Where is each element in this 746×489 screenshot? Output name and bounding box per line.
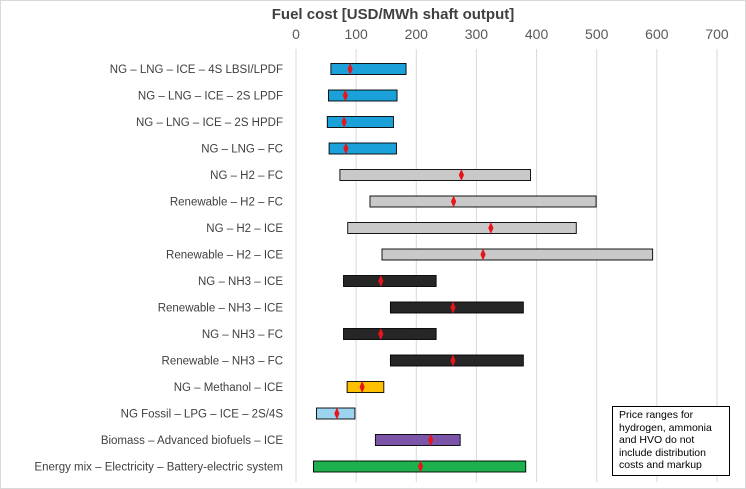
range-bar bbox=[389, 354, 524, 367]
category-label: Renewable – NH3 – FC bbox=[162, 356, 283, 368]
x-tick-labels: 0 100 200 300 400 500 600 700 bbox=[292, 26, 729, 42]
average-marker bbox=[342, 89, 348, 102]
range-bar bbox=[326, 116, 394, 128]
average-marker bbox=[458, 169, 464, 181]
range-bar bbox=[381, 248, 654, 261]
range-bar bbox=[389, 301, 524, 314]
x-tick-label: 700 bbox=[705, 26, 729, 42]
x-tick-label: 400 bbox=[525, 26, 549, 42]
average-marker bbox=[417, 460, 424, 473]
category-label: NG Fossil – LPG – ICE – 2S/4S bbox=[121, 409, 284, 421]
range-bar bbox=[328, 142, 397, 155]
average-markers bbox=[334, 63, 494, 473]
average-marker bbox=[359, 381, 365, 393]
range-bar bbox=[347, 222, 577, 234]
x-tick-label: 0 bbox=[292, 26, 300, 42]
range-bar bbox=[343, 275, 437, 287]
category-label: Renewable – NH3 – ICE bbox=[158, 303, 284, 315]
category-label: NG – NH3 – FC bbox=[202, 329, 283, 341]
x-tick-label: 100 bbox=[344, 26, 368, 42]
average-marker bbox=[450, 195, 457, 208]
average-marker bbox=[488, 222, 494, 234]
range-bar bbox=[330, 63, 407, 75]
category-label: NG – LNG – ICE – 2S LPDF bbox=[138, 91, 283, 103]
average-marker bbox=[347, 63, 353, 75]
category-label: NG – H2 – FC bbox=[210, 170, 283, 182]
range-bar bbox=[328, 89, 398, 102]
average-marker bbox=[428, 434, 434, 446]
category-label: Renewable – H2 – ICE bbox=[166, 250, 283, 262]
price-range-note: Price ranges for hydrogen, ammonia and H… bbox=[612, 406, 730, 476]
range-bar bbox=[346, 381, 385, 393]
range-bars bbox=[312, 63, 654, 473]
average-marker bbox=[480, 248, 486, 261]
x-tick-label: 200 bbox=[405, 26, 429, 42]
category-label: NG – H2 – ICE bbox=[206, 223, 283, 235]
category-label: NG – LNG – ICE – 2S HPDF bbox=[136, 117, 283, 129]
range-bar bbox=[339, 169, 532, 181]
average-marker bbox=[450, 301, 456, 314]
average-marker bbox=[378, 275, 384, 287]
category-label: NG – NH3 – ICE bbox=[198, 276, 283, 288]
category-label: NG – Methanol – ICE bbox=[174, 382, 284, 394]
average-marker bbox=[343, 142, 349, 155]
category-label: NG – LNG – FC bbox=[201, 144, 283, 156]
average-marker bbox=[378, 328, 384, 340]
average-marker bbox=[341, 116, 347, 128]
x-tick-label: 600 bbox=[645, 26, 669, 42]
average-marker bbox=[334, 407, 340, 420]
category-label: Energy mix – Electricity – Battery-elect… bbox=[34, 462, 283, 474]
average-marker bbox=[450, 354, 456, 367]
category-labels: NG – LNG – ICE – 4S LBSI/LPDF NG – LNG – … bbox=[34, 64, 283, 474]
x-tick-label: 500 bbox=[585, 26, 609, 42]
category-label: Renewable – H2 – FC bbox=[170, 197, 283, 209]
x-axis-title: Fuel cost [USD/MWh shaft output] bbox=[271, 6, 515, 23]
x-tick-label: 300 bbox=[465, 26, 489, 42]
range-bar bbox=[369, 195, 597, 208]
range-bar bbox=[343, 328, 437, 340]
category-label: NG – LNG – ICE – 4S LBSI/LPDF bbox=[110, 64, 283, 76]
range-bar bbox=[374, 434, 461, 446]
category-label: Biomass – Advanced biofuels – ICE bbox=[101, 435, 284, 447]
